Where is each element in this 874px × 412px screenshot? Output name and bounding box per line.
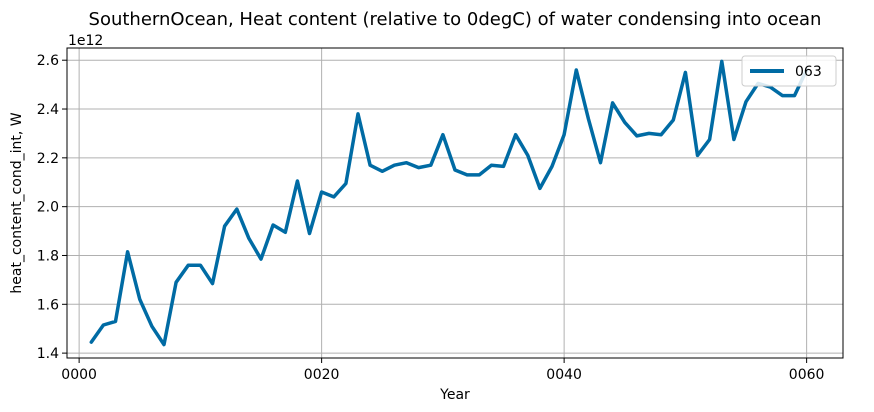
- legend-label: 063: [795, 64, 822, 80]
- y-axis: 1.4 1.6 1.8 2.0 2.2 2.4 2.6: [37, 53, 67, 362]
- legend-box: [741, 55, 837, 87]
- series-line: [89, 59, 809, 347]
- y-gridlines: [67, 59, 843, 354]
- legend: 063: [741, 55, 837, 87]
- y-tick-label: 1.6: [37, 297, 59, 313]
- y-tick-label: 2.0: [37, 200, 59, 216]
- x-axis-label: Year: [439, 387, 470, 403]
- y-tick-label: 1.4: [37, 346, 59, 362]
- x-tick-label: 0040: [546, 367, 582, 383]
- y-tick-label: 2.4: [37, 102, 59, 118]
- chart-title: SouthernOcean, Heat content (relative to…: [89, 9, 822, 30]
- y-tick-label: 2.6: [37, 53, 59, 69]
- x-axis: 0000 0020 0040 0060: [61, 358, 824, 383]
- y-offset-label: 1e12: [68, 33, 103, 49]
- x-tick-label: 0060: [789, 367, 825, 383]
- y-axis-label: heat_content_cond_int, W: [9, 112, 25, 293]
- y-tick-label: 2.2: [37, 151, 59, 167]
- x-gridlines: [78, 48, 808, 358]
- series-layer: [89, 59, 809, 347]
- y-tick-label: 1.8: [37, 248, 59, 264]
- x-tick-label: 0000: [61, 367, 97, 383]
- x-tick-label: 0020: [304, 367, 340, 383]
- plot-frame: [66, 47, 844, 359]
